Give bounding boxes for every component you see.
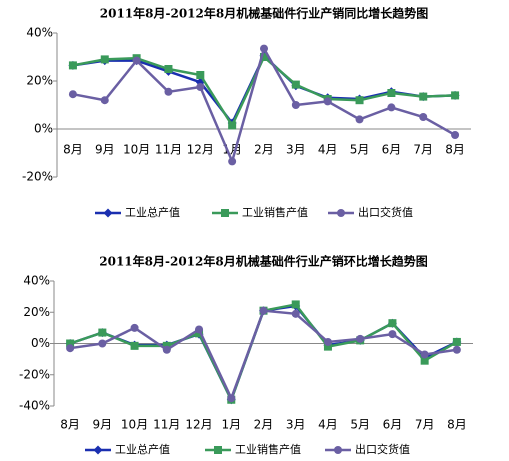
x-tick-label: 12月 (187, 143, 214, 157)
marker (228, 157, 237, 166)
x-tick-label: 3月 (286, 418, 306, 432)
marker (68, 90, 77, 99)
x-tick-label: 8月 (447, 418, 467, 432)
marker (260, 53, 268, 61)
marker (387, 89, 396, 97)
marker (66, 339, 75, 348)
x-tick-label: 4月 (318, 418, 338, 432)
marker (388, 319, 397, 328)
legend-label: 工业总产值 (115, 442, 170, 456)
x-tick-label: 9月 (95, 143, 115, 157)
marker (355, 96, 364, 105)
x-tick-label: 8月 (63, 143, 83, 157)
x-tick-label: 9月 (93, 418, 113, 432)
marker (291, 101, 300, 109)
legend-marker (103, 208, 113, 218)
x-tick-label: 4月 (318, 143, 338, 157)
series-line (72, 53, 456, 126)
marker (259, 306, 268, 315)
marker (196, 71, 205, 79)
x-tick-label: 10月 (123, 143, 150, 157)
x-tick-label: 1月 (221, 418, 241, 432)
x-tick-label: 6月 (383, 418, 403, 432)
y-tick-label: 40% (26, 26, 53, 40)
x-tick-label: 10月 (121, 418, 148, 432)
marker (451, 131, 460, 139)
y-tick-label: 40% (23, 274, 50, 288)
y-tick-label: 20% (23, 305, 50, 319)
series-line (69, 309, 458, 402)
marker (162, 345, 171, 354)
y-tick-label: -40% (19, 399, 50, 413)
legend-marker (221, 209, 229, 217)
marker (420, 356, 429, 365)
marker (419, 92, 428, 101)
chart-title: 2011年8月-2012年8月机械基础件行业产销同比增长趋势图 (100, 6, 428, 21)
legend-marker (214, 446, 222, 454)
marker (323, 342, 332, 351)
marker (98, 328, 107, 337)
marker (451, 91, 460, 100)
marker (228, 121, 237, 130)
marker (452, 345, 461, 354)
marker (420, 350, 429, 359)
marker (291, 309, 300, 318)
x-tick-label: 2月 (254, 143, 274, 157)
x-tick-label: 6月 (382, 143, 402, 157)
series-line (69, 303, 458, 403)
y-tick-label: 0% (31, 336, 50, 350)
marker (419, 113, 428, 121)
x-tick-label: 11月 (153, 418, 180, 432)
marker (323, 97, 332, 106)
y-tick-label: -20% (22, 170, 53, 184)
marker (291, 300, 300, 309)
x-tick-label: 7月 (413, 143, 433, 157)
marker (291, 80, 300, 89)
marker (260, 44, 268, 53)
x-tick-label: 11月 (155, 143, 182, 157)
legend-marker (337, 209, 345, 217)
y-tick-label: -20% (19, 367, 50, 381)
x-tick-label: 3月 (286, 143, 306, 157)
marker (66, 344, 75, 353)
legend-marker (93, 445, 103, 455)
x-tick-label: 7月 (415, 418, 435, 432)
marker (452, 337, 461, 346)
legend-label: 出口交货值 (358, 205, 413, 219)
marker (100, 55, 109, 64)
x-tick-label: 2月 (254, 418, 274, 432)
x-tick-label: 8月 (60, 418, 80, 432)
legend-label: 工业销售产值 (242, 205, 308, 219)
marker (227, 394, 236, 403)
marker (98, 339, 107, 348)
marker (130, 341, 139, 350)
x-tick-label: 8月 (445, 143, 465, 157)
y-tick-label: 0% (34, 122, 53, 136)
marker (68, 61, 77, 70)
legend-marker (334, 446, 342, 454)
marker (195, 325, 204, 334)
marker (355, 115, 364, 124)
marker (130, 323, 139, 332)
x-tick-label: 12月 (185, 418, 212, 432)
marker (387, 103, 396, 112)
marker (164, 65, 173, 73)
y-tick-label: 20% (26, 74, 53, 88)
marker (356, 334, 365, 343)
marker (388, 330, 397, 339)
series-line (69, 304, 458, 403)
marker (323, 337, 332, 346)
marker (132, 56, 141, 65)
legend-label: 工业总产值 (125, 205, 180, 219)
chart-title: 2011年8月-2012年8月机械基础件行业产销环比增长趋势图 (99, 254, 427, 269)
x-tick-label: 5月 (350, 143, 370, 157)
marker (164, 87, 173, 96)
x-tick-label: 5月 (350, 418, 370, 432)
legend-label: 工业销售产值 (235, 442, 301, 456)
marker (196, 83, 205, 91)
marker (100, 96, 109, 105)
legend-label: 出口交货值 (355, 442, 410, 456)
